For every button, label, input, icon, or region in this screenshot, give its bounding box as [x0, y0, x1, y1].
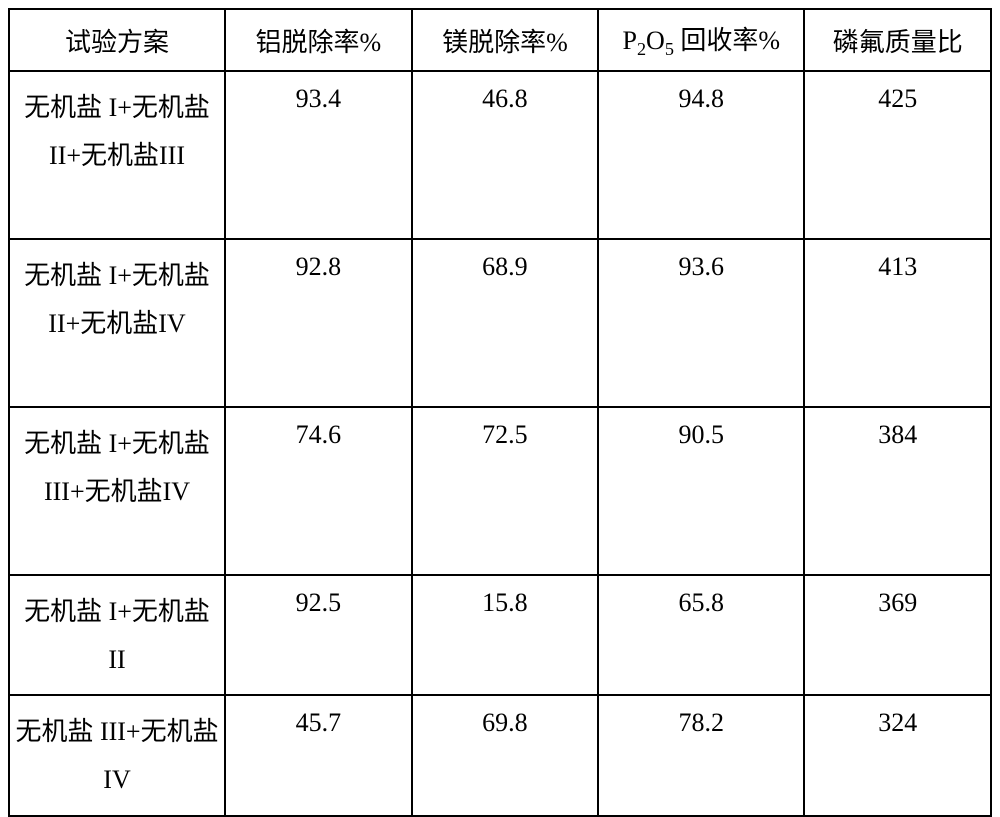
- data-table: 试验方案 铝脱除率% 镁脱除率% P2O5 回收率% 磷氟质量比 无机盐 I+无…: [8, 8, 992, 817]
- cell-mg: 46.8: [412, 71, 599, 239]
- cell-mg: 72.5: [412, 407, 599, 575]
- cell-scheme: 无机盐 III+无机盐 IV: [9, 695, 225, 815]
- cell-scheme: 无机盐 I+无机盐 II: [9, 575, 225, 695]
- cell-p2o5: 78.2: [598, 695, 804, 815]
- table-row: 无机盐 I+无机盐 III+无机盐IV 74.6 72.5 90.5 384: [9, 407, 991, 575]
- cell-al: 45.7: [225, 695, 412, 815]
- table-row: 无机盐 III+无机盐 IV 45.7 69.8 78.2 324: [9, 695, 991, 815]
- cell-scheme: 无机盐 I+无机盐 II+无机盐III: [9, 71, 225, 239]
- cell-mg: 68.9: [412, 239, 599, 407]
- header-row: 试验方案 铝脱除率% 镁脱除率% P2O5 回收率% 磷氟质量比: [9, 9, 991, 71]
- col-header-al: 铝脱除率%: [225, 9, 412, 71]
- cell-p2o5: 65.8: [598, 575, 804, 695]
- cell-al: 92.8: [225, 239, 412, 407]
- cell-pf: 413: [804, 239, 991, 407]
- cell-pf: 384: [804, 407, 991, 575]
- col-header-p2o5: P2O5 回收率%: [598, 9, 804, 71]
- cell-p2o5: 94.8: [598, 71, 804, 239]
- cell-p2o5: 93.6: [598, 239, 804, 407]
- cell-pf: 425: [804, 71, 991, 239]
- table-body: 无机盐 I+无机盐 II+无机盐III 93.4 46.8 94.8 425 无…: [9, 71, 991, 815]
- cell-al: 93.4: [225, 71, 412, 239]
- table-row: 无机盐 I+无机盐 II 92.5 15.8 65.8 369: [9, 575, 991, 695]
- cell-al: 92.5: [225, 575, 412, 695]
- cell-mg: 69.8: [412, 695, 599, 815]
- table-row: 无机盐 I+无机盐 II+无机盐IV 92.8 68.9 93.6 413: [9, 239, 991, 407]
- col-header-mg: 镁脱除率%: [412, 9, 599, 71]
- cell-pf: 369: [804, 575, 991, 695]
- table-row: 无机盐 I+无机盐 II+无机盐III 93.4 46.8 94.8 425: [9, 71, 991, 239]
- cell-scheme: 无机盐 I+无机盐 II+无机盐IV: [9, 239, 225, 407]
- cell-scheme: 无机盐 I+无机盐 III+无机盐IV: [9, 407, 225, 575]
- col-header-pf: 磷氟质量比: [804, 9, 991, 71]
- col-header-scheme: 试验方案: [9, 9, 225, 71]
- cell-mg: 15.8: [412, 575, 599, 695]
- cell-pf: 324: [804, 695, 991, 815]
- cell-al: 74.6: [225, 407, 412, 575]
- cell-p2o5: 90.5: [598, 407, 804, 575]
